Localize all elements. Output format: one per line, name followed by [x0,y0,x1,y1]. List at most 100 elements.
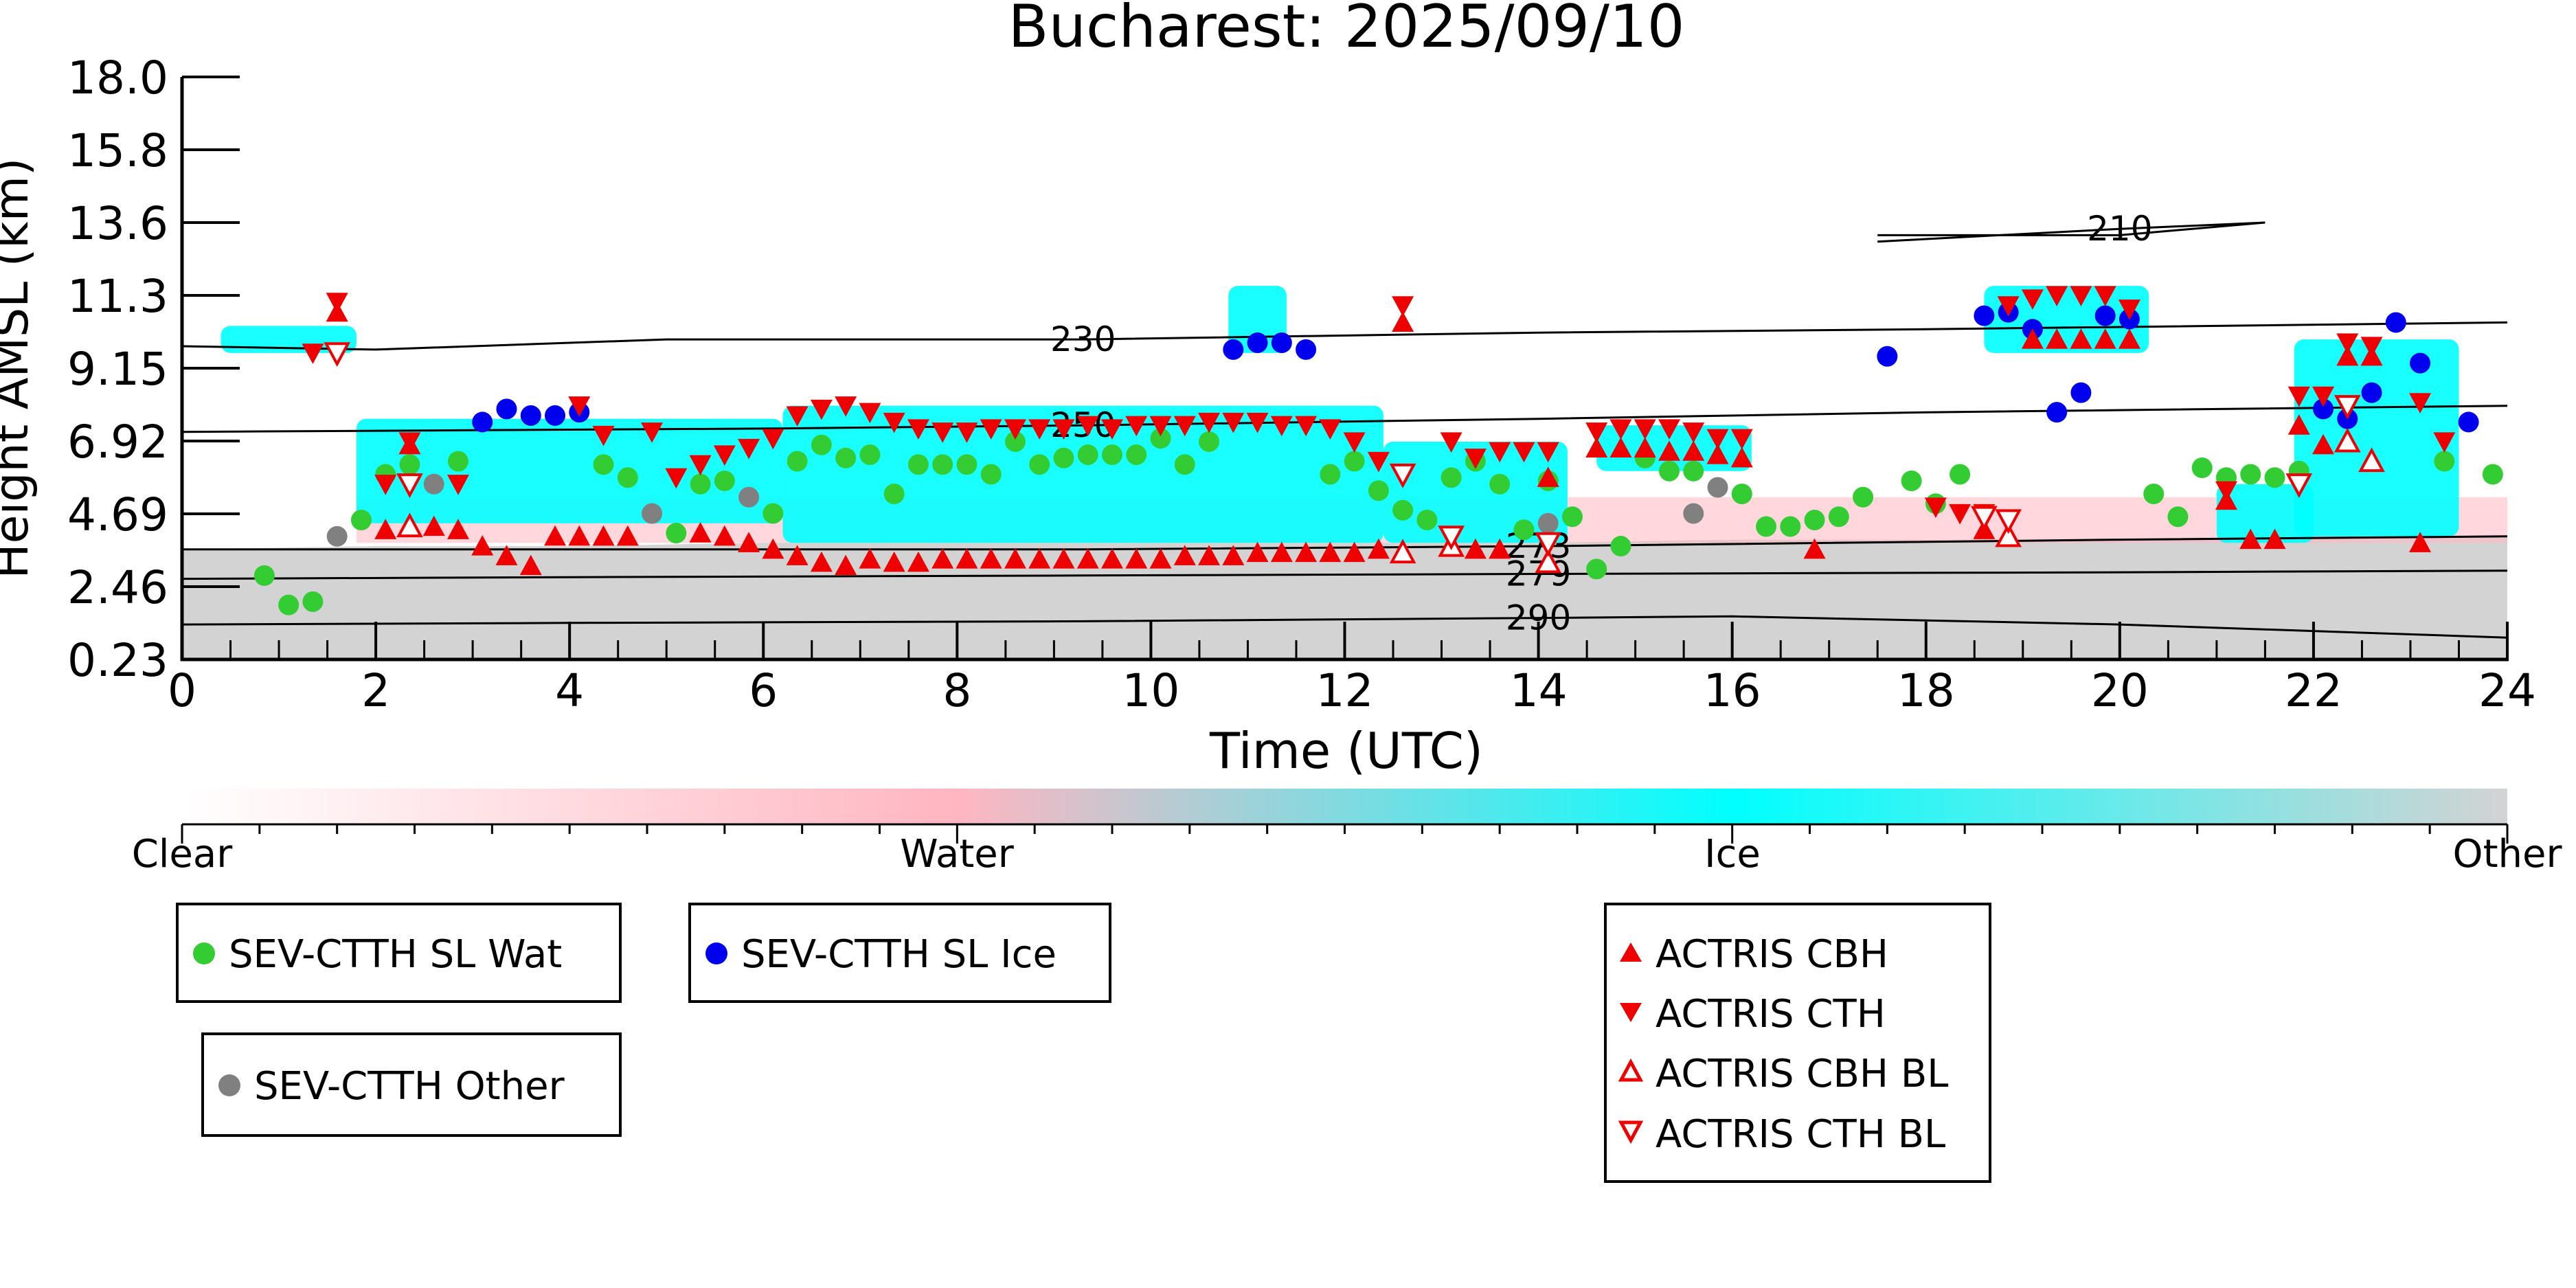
data-point [1246,412,1269,433]
data-point [568,396,591,417]
data-point [616,525,639,546]
data-point [2334,395,2361,420]
ice-region [2216,484,2314,543]
data-point [447,451,468,472]
ice-region [221,326,357,353]
legend-sev-wat: SEV-CTTH SL Wat [176,903,622,1003]
data-point [714,470,735,491]
ice-region [356,418,783,523]
data-point [1004,419,1026,440]
data-point [1295,416,1318,437]
data-point [980,548,1002,569]
data-point [1126,444,1147,465]
data-point [1489,538,1511,559]
data-point [2482,464,2503,485]
data-point [1535,532,1562,557]
y-tick-label: 2.46 [67,561,168,614]
data-point [1489,473,1511,495]
data-point [1756,516,1777,537]
x-tick-label: 18 [1897,664,1955,717]
data-point [1222,412,1245,433]
isotherm-279 [182,569,2507,580]
data-point [1803,538,1826,559]
legend-label-actris-cth: ACTRIS CTH [1656,992,1886,1037]
data-point [2021,328,2044,349]
x-tick-label: 2 [361,664,390,717]
legend-label-sev-wat: SEV-CTTH SL Wat [229,932,562,977]
classification-colorbar: Clear Water Ice Other [132,789,2562,877]
ice-region [782,405,1383,543]
data-point [690,473,711,495]
data-point [980,419,1002,440]
colorbar-label-water: Water [900,832,1015,877]
data-point [1102,444,1122,465]
data-point [1389,539,1416,564]
data-point [423,473,444,495]
data-point [399,454,420,475]
data-point [1004,548,1026,569]
data-point [2239,528,2262,550]
marker-layer [253,286,2503,615]
data-point [931,548,954,569]
data-point [1270,416,1293,437]
data-point [931,422,954,443]
data-point [1101,419,1123,440]
x-tick-label: 12 [1316,664,1374,717]
y-tick-label: 13.6 [67,197,168,250]
data-point [1101,548,1123,569]
data-point [1149,548,1172,569]
data-point [883,484,905,505]
data-point [2240,464,2261,485]
data-point [1877,346,1898,367]
data-point [2094,286,2116,306]
data-point [1658,440,1680,461]
legend-marker-actris-cbh-bl [1618,1058,1644,1082]
data-point [859,444,881,465]
legend-marker-actris-cbh [1620,942,1642,962]
data-point [2167,506,2189,528]
data-point [1392,296,1414,317]
data-point [1634,419,1656,440]
data-point [2358,447,2385,473]
data-point [665,468,688,489]
data-point [1658,419,1680,440]
series-1 [472,302,2479,433]
data-point [1609,437,1632,458]
data-point [278,594,300,615]
data-point [1561,506,1583,528]
data-point [1730,429,1753,450]
colorbar-label-clear: Clear [132,832,233,877]
y-tick-label: 6.92 [67,416,168,468]
data-point [1222,545,1245,565]
data-point [2287,414,2310,435]
data-point [545,405,566,426]
data-point [1464,449,1487,469]
data-point [1537,466,1559,487]
data-point [907,551,929,572]
data-point [932,454,953,475]
data-point [2070,328,2092,349]
data-point [1731,484,1752,505]
data-point [787,451,808,472]
data-point [1535,548,1562,574]
isotherm-210 [1877,221,2266,243]
isotherm-label: 230 [1050,319,1116,359]
data-point [2264,467,2285,488]
data-point [713,525,736,546]
data-point [859,548,881,569]
data-point [1320,464,1341,485]
data-point [2046,286,2068,306]
data-point [762,429,784,450]
y-tick-label: 18.0 [67,52,168,104]
data-point [1706,443,1729,464]
data-point [302,343,324,364]
data-point [495,545,518,565]
data-point [2094,305,2116,326]
data-point [883,412,905,433]
series-0 [253,428,2503,615]
data-point [2336,345,2359,366]
series-6 [324,342,2361,557]
data-point [374,519,397,539]
data-point [374,475,397,495]
data-point [1319,419,1342,440]
